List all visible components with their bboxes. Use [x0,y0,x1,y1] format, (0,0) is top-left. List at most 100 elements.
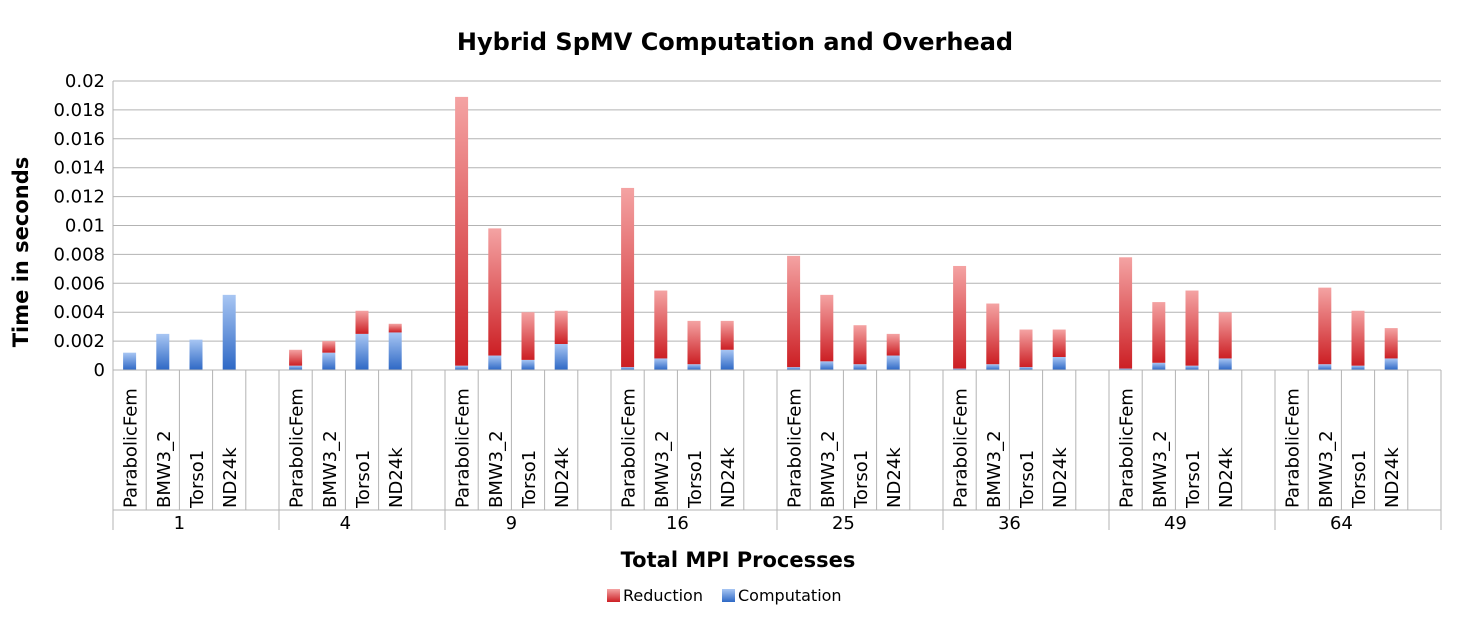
group-labels: 1 4 9 16 25 36 49 64 [174,513,1353,534]
y-tick-label: 0.006 [53,273,105,294]
bar-computation [953,368,967,370]
bar-reduction [554,310,568,344]
bar-computation [820,361,834,370]
bar-reduction [654,290,668,359]
group-label: 36 [998,513,1021,534]
bar-computation [1019,367,1033,370]
bar-computation [621,367,635,370]
category-label: BMW3_2 [320,430,341,508]
bar-reduction [1318,287,1332,365]
category-label: ND24k [552,447,573,508]
bar-reduction [521,312,535,360]
bar-computation [222,294,236,370]
bar-reduction [1351,310,1365,366]
y-tick-label: 0.016 [53,129,105,150]
y-tick-label: 0.014 [53,158,105,179]
bar-reduction [621,187,635,368]
category-label: ND24k [220,447,241,508]
bar-reduction [1218,312,1232,359]
category-label: ParabolicFem [121,388,142,508]
y-tick-label: 0.01 [65,216,105,237]
bar-reduction [289,349,303,366]
bar-computation [1185,365,1199,370]
group-label: 4 [340,513,351,534]
bar-computation [886,355,900,370]
category-label: ND24k [1382,447,1403,508]
category-label: BMW3_2 [984,430,1005,508]
bar-reduction [820,294,834,362]
category-label: ND24k [718,447,739,508]
bar-computation [1052,356,1066,370]
bar-computation [1152,362,1166,370]
category-label: BMW3_2 [1316,430,1337,508]
bar-reduction [687,320,701,365]
bar-reduction [1185,290,1199,366]
y-tick-label: 0.008 [53,244,105,265]
bar-computation [388,332,402,370]
bar-computation [189,339,203,370]
bar-reduction [1152,302,1166,363]
bar-reduction [388,323,402,333]
category-label: ParabolicFem [1283,388,1304,508]
category-label: ParabolicFem [453,388,474,508]
group-label: 1 [174,513,185,534]
bar-computation [554,343,568,370]
category-label: Torso1 [685,450,706,509]
y-tick-label: 0 [94,360,105,381]
bar-computation [123,352,137,370]
category-label: ND24k [1050,447,1071,508]
bar-reduction [1052,329,1066,357]
y-tick-label: 0.018 [53,100,105,121]
category-label: ParabolicFem [619,388,640,508]
bar-computation [1384,358,1398,370]
y-tick-label: 0.004 [53,302,105,323]
legend-label: Computation [738,586,842,605]
legend-swatch [607,589,620,602]
category-label: ND24k [1216,447,1237,508]
bar-reduction [886,333,900,356]
bar-computation [986,364,1000,370]
category-label: Torso1 [1017,450,1038,509]
category-label: ParabolicFem [785,388,806,508]
group-label: 49 [1164,513,1187,534]
bars [123,96,1398,370]
bar-computation [156,333,170,370]
category-label: Torso1 [187,450,208,509]
bar-computation [853,364,867,370]
category-label: BMW3_2 [652,430,673,508]
bar-computation [455,365,469,370]
bar-reduction [1119,257,1133,369]
bar-computation [355,333,369,370]
bar-reduction [1384,328,1398,359]
bar-reduction [853,325,867,365]
legend: Reduction Computation [607,586,842,605]
category-label: ParabolicFem [287,388,308,508]
axes [112,81,1442,530]
category-label: ND24k [386,447,407,508]
category-labels: ParabolicFem BMW3_2 Torso1 ND24k ParabolicFe… [121,388,1404,509]
bar-reduction [986,303,1000,365]
category-label: Torso1 [851,450,872,509]
bar-reduction [455,96,469,366]
group-label: 9 [506,513,517,534]
bar-computation [1351,365,1365,370]
y-tick-label: 0.002 [53,331,105,352]
bar-reduction [322,341,336,353]
bar-computation [720,349,734,370]
bar-reduction [488,228,502,356]
legend-label: Reduction [623,586,703,605]
category-label: Torso1 [1349,450,1370,509]
x-axis-title: Total MPI Processes [621,548,856,572]
bar-computation [322,352,336,370]
category-label: Torso1 [353,450,374,509]
chart-title: Hybrid SpMV Computation and Overhead [457,28,1013,56]
y-tick-labels: 0 0.002 0.004 0.006 0.008 0.01 0.012 0.014 0.016… [53,71,105,381]
bar-computation [488,355,502,370]
bar-computation [687,364,701,370]
gridlines [113,80,1441,371]
group-label: 16 [666,513,689,534]
bar-computation [289,365,303,370]
y-tick-label: 0.012 [53,187,105,208]
bar-reduction [720,320,734,350]
